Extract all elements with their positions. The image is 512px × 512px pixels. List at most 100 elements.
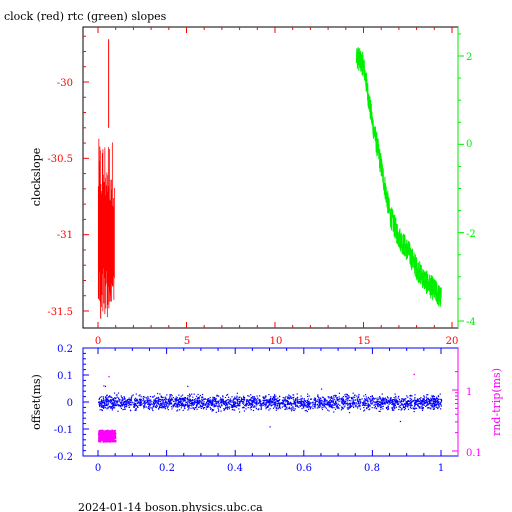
offset-point (416, 404, 419, 406)
roundtrip-point (108, 431, 110, 433)
offset-point (267, 401, 269, 403)
offset-point (253, 396, 256, 398)
offset-point (207, 400, 209, 402)
offset-point (347, 397, 349, 399)
offset-point (321, 408, 324, 411)
offset-point (170, 394, 172, 396)
offset-point (123, 396, 125, 398)
offset-point (238, 396, 240, 398)
offset-point (248, 400, 250, 402)
offset-point (188, 408, 190, 410)
offset-point (150, 399, 152, 401)
offset-point (328, 410, 330, 412)
offset-point (176, 403, 179, 405)
xtick-label-0-8: 0.8 (364, 463, 380, 474)
bottom-y-axis-label: offset(ms) (30, 374, 43, 430)
offset-point (112, 407, 114, 409)
offset-point (367, 405, 369, 407)
offset-point (261, 405, 263, 407)
offset-point (273, 395, 275, 397)
offset-point (251, 403, 253, 405)
offset-point (414, 402, 416, 404)
offset-point (352, 401, 355, 403)
offset-point (296, 399, 298, 401)
offset-point (359, 404, 361, 406)
offset-point (226, 404, 228, 406)
offset-point (212, 399, 214, 401)
offset-point (394, 398, 396, 400)
roundtrip-point (99, 433, 101, 436)
offset-point (403, 403, 406, 405)
offset-point (412, 407, 414, 409)
offset-point (289, 407, 291, 410)
offset-point (210, 401, 212, 403)
roundtrip-point (113, 437, 116, 439)
offset-point (306, 400, 308, 402)
offset-point (291, 404, 293, 406)
offset-point (435, 406, 437, 408)
offset-point (178, 400, 180, 403)
offset-point (202, 399, 204, 401)
offset-point (428, 407, 430, 409)
offset-point (184, 397, 186, 399)
offset-point (269, 408, 271, 410)
roundtrip-point (111, 429, 113, 431)
offset-point (341, 408, 343, 410)
offset-point (212, 403, 214, 405)
offset-point (214, 399, 216, 401)
offset-point (149, 407, 151, 409)
offset-point (387, 399, 389, 401)
offset-point (250, 399, 252, 401)
offset-point (407, 396, 409, 398)
offset-point (107, 406, 109, 408)
offset-point (100, 406, 102, 408)
offset-point (148, 405, 150, 407)
offset-point (296, 404, 298, 406)
offset-point (430, 408, 432, 410)
offset-point (355, 402, 357, 404)
offset-point (190, 407, 192, 409)
offset-point (243, 397, 245, 399)
xtick-label-0-4: 0.4 (227, 463, 243, 474)
offset-point (188, 400, 191, 402)
offset-point (435, 401, 437, 403)
offset-point (102, 399, 104, 401)
offset-point (415, 399, 417, 402)
offset-point (207, 406, 209, 408)
offset-point (149, 405, 151, 407)
offset-point (250, 404, 253, 406)
offset-point (105, 404, 107, 407)
offset-point (166, 407, 168, 409)
offset-point (212, 397, 214, 399)
offset-point (350, 400, 352, 402)
offset-point (178, 397, 181, 399)
offset-point (187, 399, 190, 401)
offset-point (340, 406, 343, 408)
offset-point (140, 404, 142, 406)
offset-point (356, 403, 358, 405)
offset-point (262, 401, 265, 403)
offset-point (192, 396, 194, 398)
offset-point (138, 399, 140, 401)
offset-point (202, 407, 204, 409)
offset-point (284, 399, 286, 401)
offset-point (336, 399, 338, 402)
offset-point (302, 403, 304, 405)
offset-point (398, 408, 400, 411)
offset-point (180, 407, 182, 409)
offset-point (136, 402, 138, 404)
offset-point (296, 397, 299, 399)
offset-point (268, 409, 270, 411)
offset-point (274, 404, 276, 406)
offset-point (245, 405, 247, 407)
offset-point (189, 400, 192, 402)
offset-point (256, 395, 258, 397)
offset-point (117, 392, 120, 394)
offset-point (126, 401, 128, 403)
offset-point (348, 412, 351, 414)
offset-point (196, 405, 198, 407)
offset-point (196, 402, 198, 404)
offset-point (268, 402, 271, 404)
offset-point (219, 406, 221, 409)
offset-point (162, 400, 164, 402)
